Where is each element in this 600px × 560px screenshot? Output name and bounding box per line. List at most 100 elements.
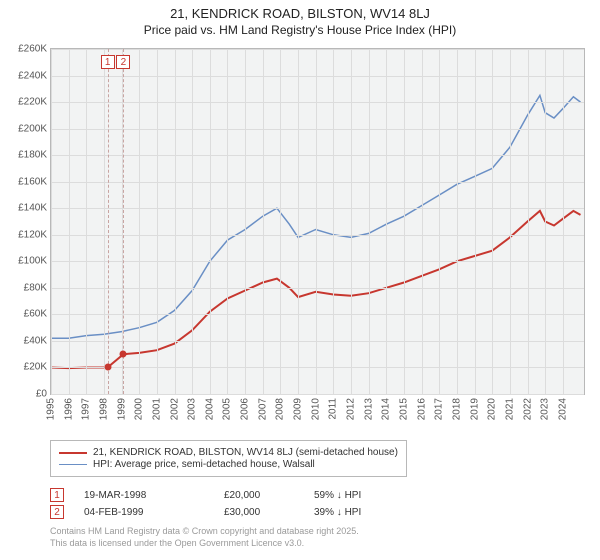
gridline-horizontal — [51, 314, 584, 315]
gridline-vertical — [227, 49, 228, 394]
sale-point-dot — [120, 351, 127, 358]
x-axis-tick-label: 2005 — [222, 398, 233, 420]
y-axis-tick-label: £160K — [18, 176, 47, 187]
gridline-horizontal — [51, 155, 584, 156]
x-axis-tick-label: 2024 — [557, 398, 568, 420]
x-axis-tick-label: 2019 — [469, 398, 480, 420]
gridline-vertical — [86, 49, 87, 394]
gridline-vertical — [475, 49, 476, 394]
y-axis-tick-label: £120K — [18, 229, 47, 240]
legend-row: 21, KENDRICK ROAD, BILSTON, WV14 8LJ (se… — [59, 447, 398, 458]
gridline-vertical — [51, 49, 52, 394]
x-axis-tick-label: 2023 — [540, 398, 551, 420]
y-axis-tick-label: £100K — [18, 256, 47, 267]
footer-line2: This data is licensed under the Open Gov… — [50, 538, 359, 550]
gridline-vertical — [139, 49, 140, 394]
x-axis-tick-label: 2008 — [275, 398, 286, 420]
y-axis-tick-label: £40K — [24, 335, 47, 346]
x-axis-tick-label: 2014 — [381, 398, 392, 420]
legend-label: 21, KENDRICK ROAD, BILSTON, WV14 8LJ (se… — [93, 447, 398, 458]
x-axis-tick-label: 2016 — [416, 398, 427, 420]
x-axis-tick-label: 2011 — [328, 398, 339, 420]
x-axis-tick-label: 2001 — [151, 398, 162, 420]
x-axis-tick-label: 2017 — [434, 398, 445, 420]
gridline-horizontal — [51, 182, 584, 183]
gridline-vertical — [510, 49, 511, 394]
footer-attribution: Contains HM Land Registry data © Crown c… — [50, 526, 359, 549]
y-axis-tick-label: £240K — [18, 70, 47, 81]
gridline-vertical — [104, 49, 105, 394]
x-axis-tick-label: 1998 — [98, 398, 109, 420]
gridline-horizontal — [51, 235, 584, 236]
event-row: 119-MAR-1998£20,00059% ↓ HPI — [50, 488, 434, 502]
x-axis-tick-label: 1999 — [116, 398, 127, 420]
chart-plot-area: £0£20K£40K£60K£80K£100K£120K£140K£160K£1… — [50, 48, 585, 395]
sale-point-dot — [104, 364, 111, 371]
gridline-vertical — [245, 49, 246, 394]
sale-event-table: 119-MAR-1998£20,00059% ↓ HPI204-FEB-1999… — [50, 485, 434, 522]
y-axis-tick-label: £60K — [24, 309, 47, 320]
gridline-vertical — [298, 49, 299, 394]
title-block: 21, KENDRICK ROAD, BILSTON, WV14 8LJ Pri… — [0, 0, 600, 37]
gridline-vertical — [563, 49, 564, 394]
gridline-vertical — [457, 49, 458, 394]
chart-line-layer — [51, 49, 584, 394]
gridline-vertical — [528, 49, 529, 394]
y-axis-tick-label: £140K — [18, 203, 47, 214]
y-axis-tick-label: £180K — [18, 150, 47, 161]
gridline-horizontal — [51, 76, 584, 77]
event-price: £30,000 — [224, 507, 314, 518]
sale-marker-badge: 1 — [101, 55, 115, 69]
x-axis-tick-label: 2003 — [187, 398, 198, 420]
gridline-vertical — [492, 49, 493, 394]
sale-marker-line — [123, 49, 124, 394]
gridline-horizontal — [51, 341, 584, 342]
gridline-vertical — [404, 49, 405, 394]
x-axis-tick-label: 2018 — [451, 398, 462, 420]
gridline-vertical — [351, 49, 352, 394]
x-axis-tick-label: 2009 — [293, 398, 304, 420]
gridline-horizontal — [51, 288, 584, 289]
gridline-vertical — [439, 49, 440, 394]
x-axis-tick-label: 2004 — [204, 398, 215, 420]
event-price: £20,000 — [224, 490, 314, 501]
legend-swatch — [59, 452, 87, 454]
title-subtitle: Price paid vs. HM Land Registry's House … — [0, 23, 600, 37]
x-axis-tick-label: 1996 — [63, 398, 74, 420]
gridline-vertical — [369, 49, 370, 394]
x-axis-tick-label: 2015 — [398, 398, 409, 420]
gridline-horizontal — [51, 367, 584, 368]
event-date: 04-FEB-1999 — [84, 507, 224, 518]
gridline-vertical — [69, 49, 70, 394]
x-axis-tick-label: 2022 — [522, 398, 533, 420]
gridline-horizontal — [51, 49, 584, 50]
y-axis-tick-label: £260K — [18, 44, 47, 55]
gridline-horizontal — [51, 129, 584, 130]
y-axis-tick-label: £80K — [24, 282, 47, 293]
x-axis-tick-label: 2020 — [487, 398, 498, 420]
gridline-vertical — [280, 49, 281, 394]
gridline-vertical — [316, 49, 317, 394]
gridline-vertical — [210, 49, 211, 394]
legend-swatch — [59, 464, 87, 465]
event-marker-badge: 2 — [50, 505, 64, 519]
x-axis-tick-label: 2013 — [363, 398, 374, 420]
gridline-vertical — [263, 49, 264, 394]
gridline-horizontal — [51, 394, 584, 395]
gridline-horizontal — [51, 261, 584, 262]
event-hpi-delta: 39% ↓ HPI — [314, 507, 434, 518]
sale-marker-badge: 2 — [116, 55, 130, 69]
footer-line1: Contains HM Land Registry data © Crown c… — [50, 526, 359, 538]
legend-box: 21, KENDRICK ROAD, BILSTON, WV14 8LJ (se… — [50, 440, 407, 477]
x-axis-tick-label: 2007 — [257, 398, 268, 420]
gridline-horizontal — [51, 208, 584, 209]
event-date: 19-MAR-1998 — [84, 490, 224, 501]
event-marker-badge: 1 — [50, 488, 64, 502]
gridline-vertical — [545, 49, 546, 394]
gridline-vertical — [422, 49, 423, 394]
legend-label: HPI: Average price, semi-detached house,… — [93, 459, 315, 470]
x-axis-tick-label: 2012 — [346, 398, 357, 420]
page-root: 21, KENDRICK ROAD, BILSTON, WV14 8LJ Pri… — [0, 0, 600, 560]
x-axis-tick-label: 2000 — [134, 398, 145, 420]
x-axis-tick-label: 1995 — [46, 398, 57, 420]
